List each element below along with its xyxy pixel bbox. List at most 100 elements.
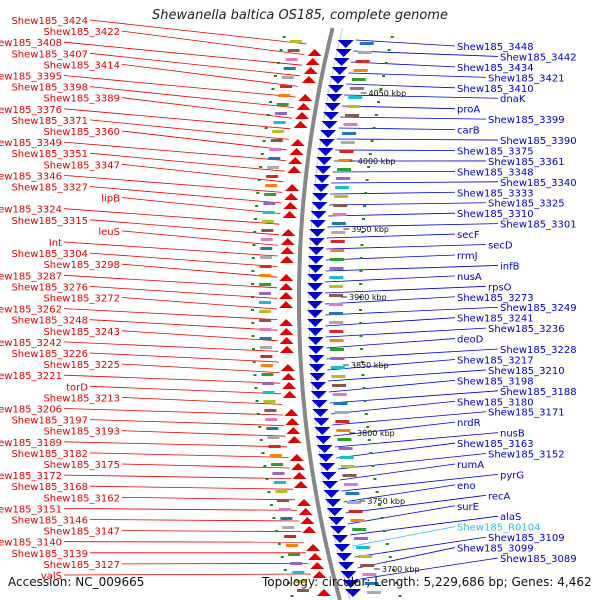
right-gene-label: recA	[488, 491, 511, 502]
feature-bar	[341, 465, 356, 468]
feature-bar	[359, 42, 374, 45]
ring-dot	[261, 452, 265, 454]
ring-dot	[359, 296, 363, 298]
feature-bar	[266, 427, 279, 430]
left-gene-label: Shew185_3162	[43, 493, 120, 504]
left-gene-label: Shew185_3127	[43, 560, 120, 571]
ring-dot	[362, 218, 366, 220]
reverse-gene-arrow	[309, 373, 326, 381]
left-gene-label: leuS	[98, 227, 120, 238]
right-gene-label: Shew185_R0104	[457, 523, 541, 534]
reverse-gene-arrow	[333, 58, 350, 66]
reverse-gene-arrow	[342, 580, 359, 588]
feature-bar	[259, 301, 272, 304]
ring-dot	[365, 179, 369, 181]
forward-gene-arrow	[295, 112, 310, 119]
feature-bar	[280, 517, 293, 520]
right-label-connector	[325, 327, 487, 338]
accession-text: Accession: NC_009665	[8, 575, 145, 589]
reverse-gene-arrow	[323, 490, 340, 498]
right-gene-label: dnaK	[500, 94, 526, 105]
ring-dot	[274, 75, 278, 77]
feature-bar	[267, 436, 280, 439]
right-label-connector	[325, 306, 499, 316]
left-label-connector	[89, 519, 300, 522]
reverse-gene-arrow	[328, 85, 345, 93]
forward-gene-arrow	[281, 373, 296, 380]
reverse-gene-arrow	[329, 76, 346, 84]
right-label-connector	[350, 515, 499, 536]
right-gene-label: surE	[457, 502, 479, 513]
right-gene-label: Shew185_3188	[500, 387, 577, 398]
reverse-gene-arrow	[331, 67, 348, 75]
forward-gene-arrow	[288, 157, 303, 164]
left-gene-label: Shew185_3243	[43, 327, 120, 338]
left-label-connector	[121, 563, 309, 565]
feature-bar	[362, 573, 377, 576]
ring-dot	[257, 179, 261, 181]
left-label-connector	[63, 108, 291, 130]
left-gene-label: Shew185_3315	[11, 216, 88, 227]
reverse-gene-arrow	[317, 454, 334, 462]
feature-bar	[269, 148, 282, 151]
forward-gene-arrow	[283, 202, 298, 209]
feature-bar	[355, 60, 370, 63]
left-label-connector	[63, 474, 292, 479]
right-gene-label: Shew185_3241	[457, 314, 534, 325]
feature-bar	[342, 474, 357, 477]
forward-gene-arrow	[296, 103, 311, 110]
left-gene-label: Shew185_3272	[43, 294, 120, 305]
ring-dot	[282, 36, 286, 38]
ring-dot	[367, 439, 371, 441]
left-label-connector	[89, 152, 285, 172]
reverse-gene-arrow	[330, 526, 347, 534]
right-gene-label: deoD	[457, 335, 484, 346]
feature-bar	[262, 211, 275, 214]
reverse-gene-arrow	[325, 499, 342, 507]
forward-gene-arrow	[279, 283, 294, 290]
left-label-connector	[121, 463, 290, 469]
reverse-gene-arrow	[307, 346, 324, 354]
right-gene-label: eno	[457, 481, 476, 492]
right-label-connector	[325, 254, 456, 261]
feature-bar	[354, 537, 369, 540]
ring-dot	[265, 478, 269, 480]
left-gene-label: Shew185_3262	[0, 305, 62, 316]
forward-gene-arrow	[279, 301, 294, 308]
ring-dot	[272, 517, 276, 519]
ring-dot	[384, 62, 388, 64]
feature-bar	[259, 328, 272, 331]
ring-dot	[256, 192, 260, 194]
forward-gene-arrow	[305, 58, 320, 65]
right-label-connector	[325, 275, 456, 283]
right-gene-label: rrmJ	[457, 251, 478, 262]
ring-dot	[368, 153, 372, 155]
feature-bar	[275, 112, 288, 115]
left-label-connector	[63, 541, 304, 543]
ring-dot	[395, 582, 399, 584]
left-gene-label: Shew185_3140	[0, 538, 62, 549]
feature-bar	[329, 303, 344, 306]
right-label-connector	[337, 453, 487, 470]
left-label-connector	[63, 573, 312, 576]
right-label-connector	[325, 317, 456, 327]
left-gene-label: Shew185_3206	[0, 405, 62, 416]
forward-gene-arrow	[282, 382, 297, 389]
ring-dot	[269, 101, 273, 103]
feature-bar	[284, 535, 297, 538]
right-gene-label: Shew185_3375	[457, 146, 534, 157]
feature-bar	[331, 375, 346, 378]
left-gene-label: Shew185_3414	[43, 60, 120, 71]
feature-bar	[263, 202, 276, 205]
reverse-gene-arrow	[307, 256, 324, 264]
ring-dot	[251, 283, 255, 285]
left-label-connector	[89, 319, 278, 331]
left-label-connector	[89, 252, 278, 267]
feature-bar	[271, 463, 284, 466]
right-gene-label: Shew185_3421	[488, 73, 565, 84]
feature-bar	[329, 348, 344, 351]
reverse-gene-arrow	[321, 121, 338, 129]
feature-bar	[332, 213, 347, 216]
reverse-gene-arrow	[310, 211, 327, 219]
right-label-connector	[354, 536, 487, 558]
